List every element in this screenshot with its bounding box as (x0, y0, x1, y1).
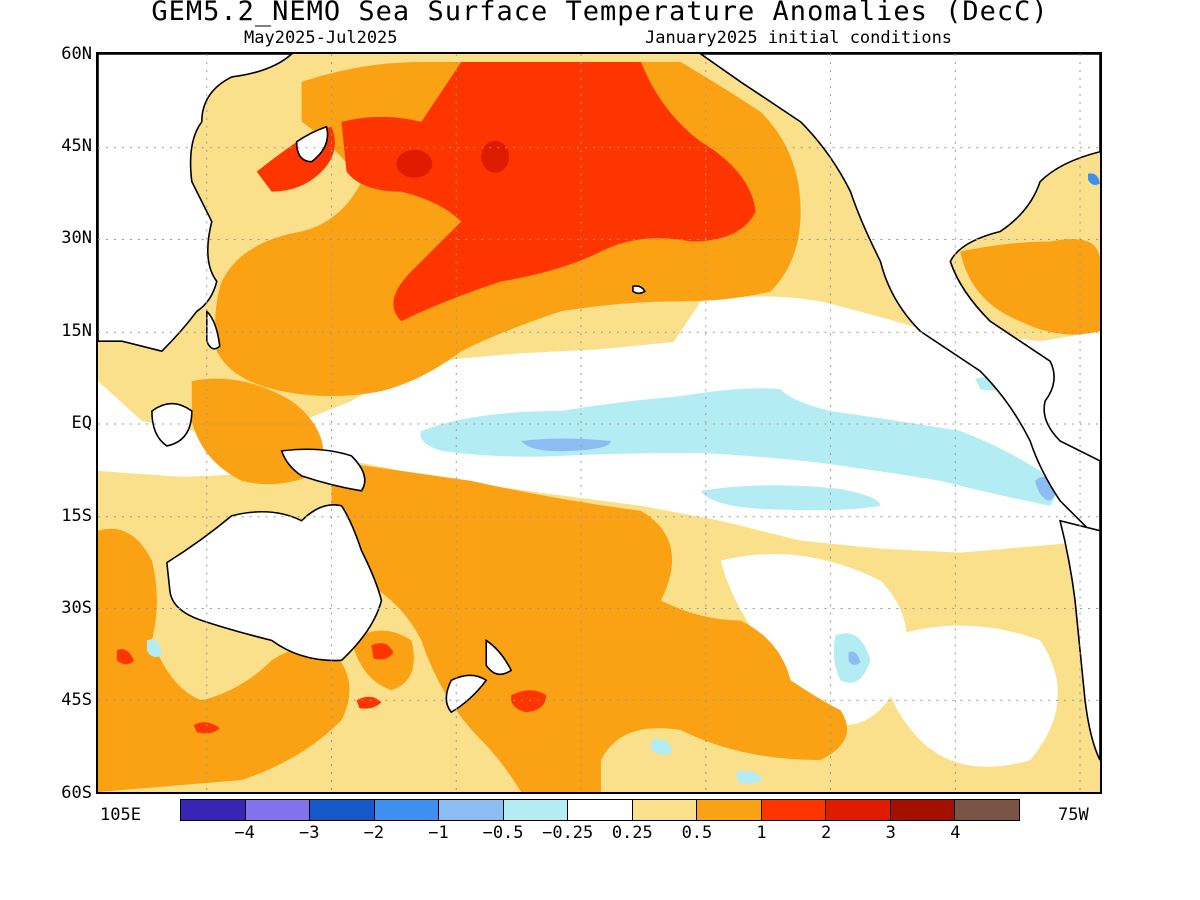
lon-label-east: 75W (1058, 805, 1089, 825)
map-canvas (98, 54, 1100, 792)
colorbar-tick-label: −0.5 (482, 823, 524, 843)
colorbar-tick-label: 4 (950, 823, 961, 843)
lat-label-60n: 60N (61, 44, 92, 64)
anomaly-fill-warm-tasman (351, 630, 414, 691)
colorbar-box (374, 800, 440, 820)
colorbar-box (568, 800, 633, 820)
grid-lines (98, 54, 1100, 792)
colorbar-box (310, 800, 375, 820)
lat-label-45s: 45S (61, 690, 92, 710)
lat-label-30s: 30S (61, 598, 92, 618)
colorbar-box (245, 800, 311, 820)
new-guinea-landmass (280, 448, 366, 492)
anomaly-fill-neutral-south (720, 553, 908, 726)
anomaly-fill-cool-core-1 (521, 438, 611, 452)
anomaly-fill-cool-se-spot (650, 739, 673, 755)
nz-north-island (485, 638, 513, 676)
colorbar-tick-label: 2 (821, 823, 832, 843)
colorbar-tick-label: −1 (428, 823, 449, 843)
asia-landmass (98, 54, 293, 353)
anomaly-fill-warm-gulf (960, 238, 1100, 335)
anomaly-fill-neutral-south2 (880, 625, 1058, 767)
anomaly-fill-very-strong-2 (481, 140, 510, 173)
colorbar-tick-label: 0.5 (681, 823, 713, 843)
colorbar-box (632, 800, 698, 820)
borneo-landmass (151, 402, 193, 447)
colorbar-box (439, 800, 504, 820)
colorbar-tick-label: −4 (234, 823, 255, 843)
anomaly-fill-very-strong-1 (396, 149, 433, 178)
lon-label-west: 105E (100, 805, 141, 825)
colorbar-tick-label: 1 (756, 823, 767, 843)
anomaly-fill-cool-equatorial (420, 388, 1054, 506)
colorbar-tick-label: −0.25 (542, 823, 594, 843)
colorbar-box (503, 800, 569, 820)
lat-label-45n: 45N (61, 136, 92, 156)
chart-title: GEM5.2_NEMO Sea Surface Temperature Anom… (151, 0, 1049, 27)
colorbar (180, 799, 1020, 821)
lat-label-15n: 15N (61, 321, 92, 341)
anomaly-fill-cool-se2 (735, 771, 763, 784)
anomaly-fill-cool-core-3 (848, 651, 861, 665)
anomaly-fill-warm-sw (98, 528, 350, 792)
lat-label-30n: 30N (61, 228, 92, 248)
colorbar-box (890, 800, 956, 820)
forecast-period: May2025-Jul2025 (244, 28, 398, 48)
anomaly-fill-strong-warm-tasman (371, 643, 394, 660)
colorbar-tick-label: −3 (298, 823, 320, 843)
anomaly-fill-strong-warm-sw2 (193, 722, 220, 734)
colorbar-box (181, 800, 246, 820)
colorbar-tick-label: −2 (363, 823, 385, 843)
colorbar-tick-label: 0.25 (611, 823, 653, 843)
japan-landmass (295, 125, 329, 163)
colorbar-box (761, 800, 827, 820)
hawaii-islands (632, 285, 646, 295)
colorbar-box (955, 800, 1019, 820)
anomaly-fill-strong-warm-south3 (356, 696, 382, 709)
anomaly-fill-cool-core-4 (1088, 173, 1100, 185)
anomaly-fill-warm-south (331, 460, 848, 792)
anomaly-fill-strong-warm-sw1 (116, 649, 134, 665)
north-america-landmass (699, 54, 1100, 542)
anomaly-fill-strong-warm-nz (510, 690, 547, 713)
lat-label-60s: 60S (61, 783, 92, 803)
anomaly-fill-strong-warm-north (341, 61, 756, 322)
anomaly-fill-cool-sw-spot (146, 639, 162, 658)
colorbar-tick-label: 3 (885, 823, 896, 843)
philippines-landmass (205, 309, 221, 350)
colorbar-box (826, 800, 891, 820)
initial-conditions: January2025 initial conditions (645, 28, 953, 48)
lat-label-15s: 15S (61, 506, 92, 526)
anomaly-fill-cool-south-band (700, 485, 881, 511)
colorbar-box (697, 800, 762, 820)
lat-label-eq: EQ (71, 413, 92, 433)
australia-landmass (166, 504, 383, 662)
sst-anomaly-map (96, 52, 1102, 794)
